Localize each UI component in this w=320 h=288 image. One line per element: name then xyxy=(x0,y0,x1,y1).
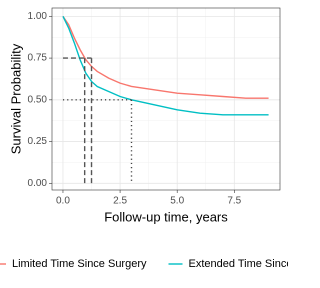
legend-label: Limited Time Since Surgery xyxy=(12,258,147,270)
panel xyxy=(52,8,280,190)
survival-curve xyxy=(62,16,269,116)
legend-label: Extended Time Since Surgery xyxy=(189,258,289,270)
y-tick-label: 0.00 xyxy=(28,178,48,189)
chart: Follow-up time, years Survival Probabili… xyxy=(0,7,288,270)
y-tick-label: 1.00 xyxy=(28,11,48,22)
legend: Limited Time Since Surgery Extended Time … xyxy=(0,258,288,270)
x-tick-label: 2.5 xyxy=(113,196,127,207)
y-tick-label: 0.75 xyxy=(28,53,48,64)
panel-border xyxy=(51,7,281,191)
x-tick-label: 0.0 xyxy=(56,196,70,207)
y-tick-label: 0.25 xyxy=(28,136,48,147)
plot-area xyxy=(62,15,269,184)
y-tick-label: 0.50 xyxy=(28,94,48,105)
survival-curve xyxy=(62,15,269,99)
x-tick-label: 7.5 xyxy=(227,196,241,207)
x-tick-label: 5.0 xyxy=(170,196,184,207)
y-axis-label: Survival Probability xyxy=(8,43,23,154)
x-axis-label: Follow-up time, years xyxy=(104,209,228,224)
